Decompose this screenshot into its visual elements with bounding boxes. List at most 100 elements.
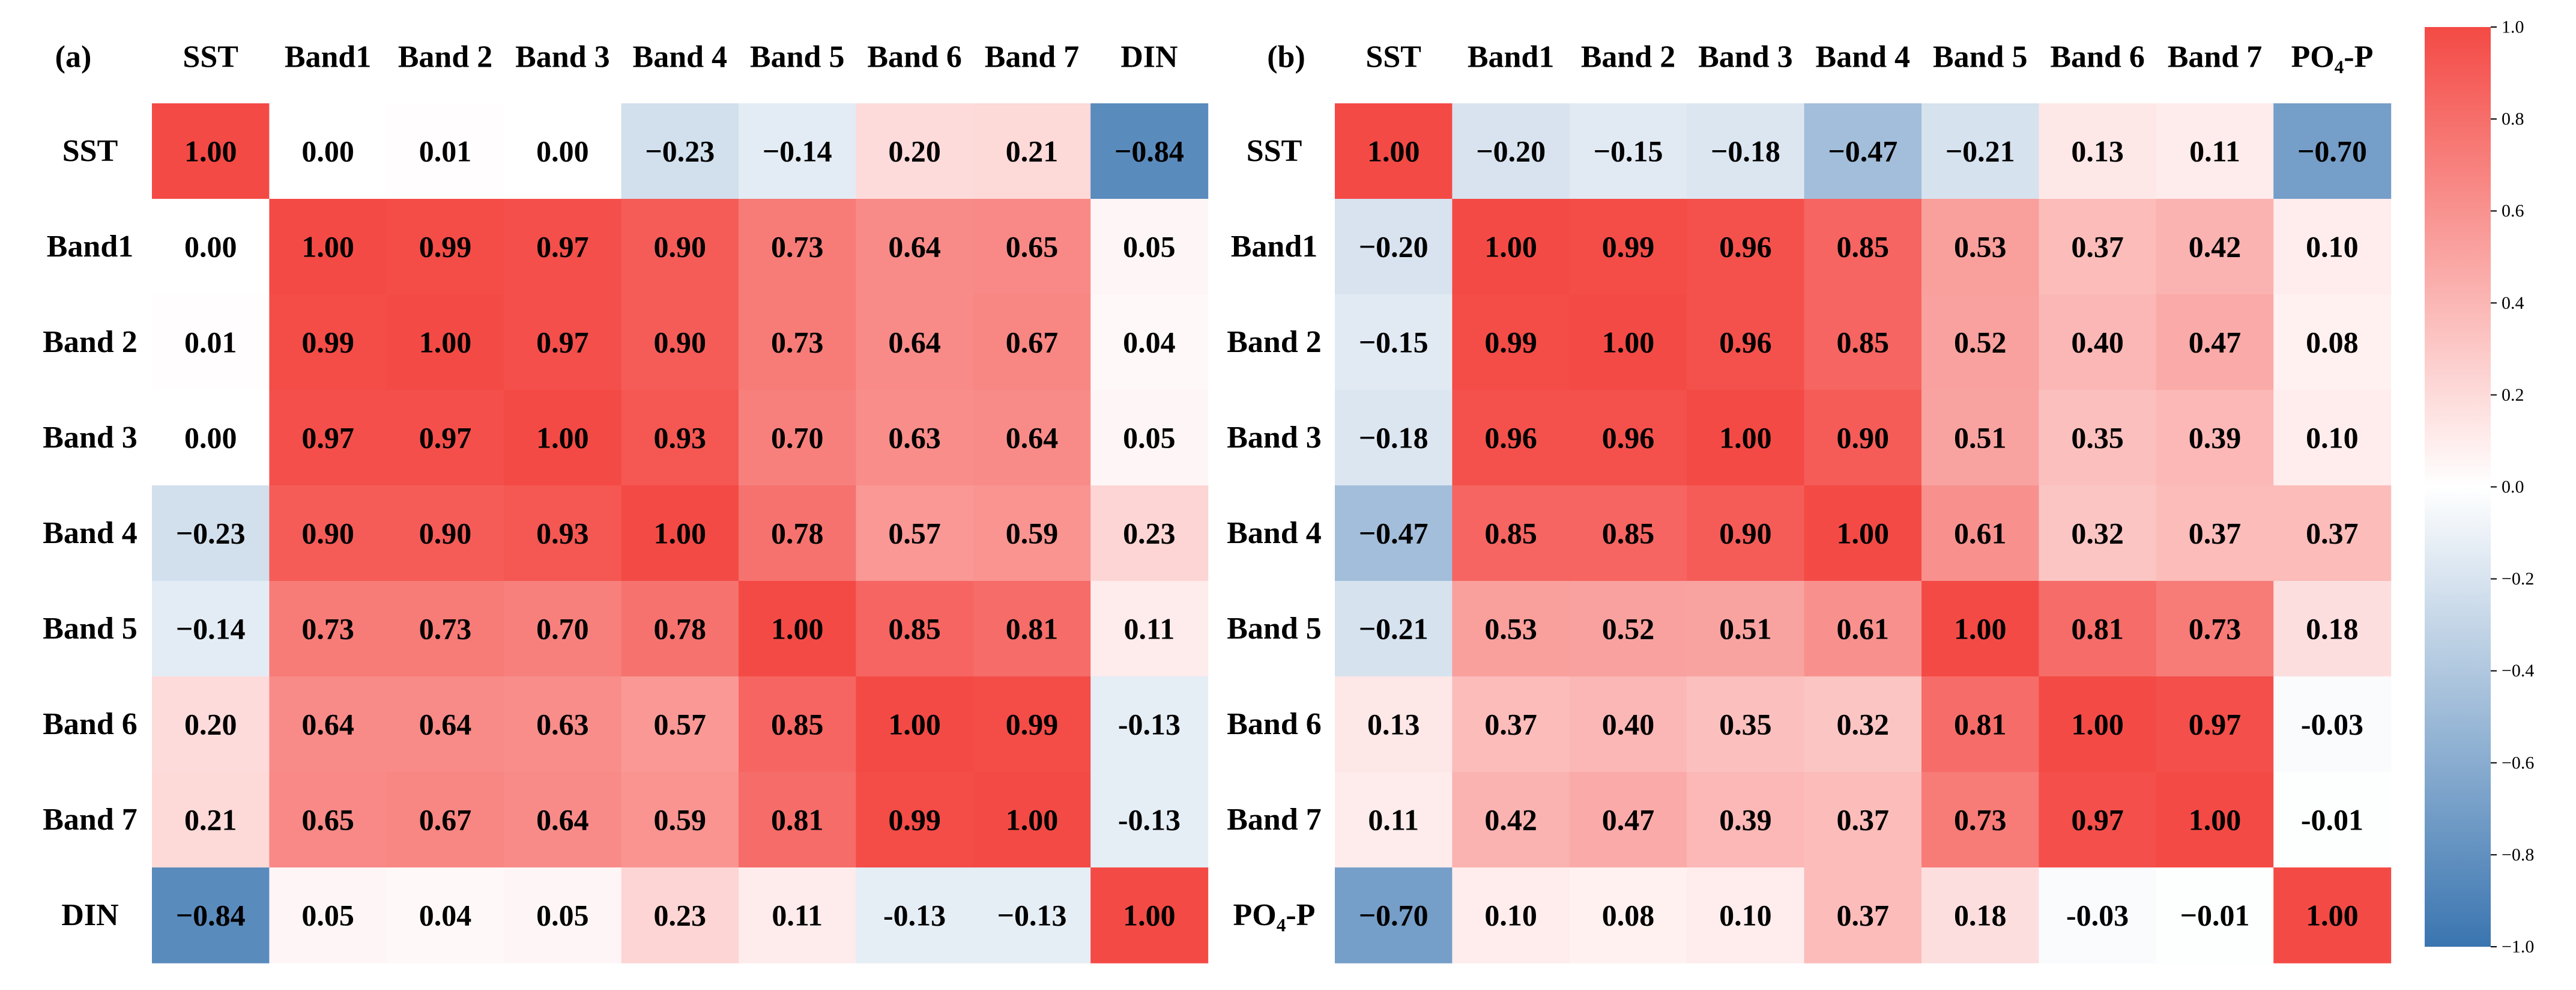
heatmap-cell [386, 485, 504, 582]
cell-value-label: 0.64 [1006, 421, 1059, 455]
heatmap-cell [152, 676, 270, 773]
colorbar-tick-label: 0.6 [2502, 201, 2524, 221]
heatmap-cell [1687, 676, 1805, 773]
cell-value-label: 0.64 [888, 230, 941, 264]
heatmap-cell [1090, 867, 1209, 964]
heatmap-cell [1090, 199, 1209, 295]
cell-value-label: 0.97 [2071, 803, 2124, 837]
cell-value-label: 0.73 [771, 326, 824, 359]
heatmap-cell [1569, 676, 1687, 773]
cell-value-label: 0.96 [1484, 421, 1537, 455]
row-label-band-2: Band 2 [1227, 325, 1322, 359]
cell-value-label: 0.81 [2071, 612, 2124, 646]
cell-value-label: 0.04 [1123, 326, 1176, 359]
heatmap-cell [1452, 103, 1570, 199]
heatmap-cell [739, 199, 856, 295]
heatmap-cell [2039, 294, 2157, 390]
cell-value-label: −0.23 [176, 517, 246, 550]
heatmap-cell [269, 294, 387, 390]
cell-value-label: 0.57 [654, 708, 707, 741]
cell-value-label: 0.96 [1719, 326, 1772, 359]
colorbar-tick-label: −0.4 [2502, 661, 2534, 681]
cell-value-label: −0.15 [1359, 326, 1429, 359]
cell-value-label: -0.13 [1118, 708, 1181, 741]
heatmap-cell [739, 772, 856, 868]
cell-value-label: 0.47 [2189, 326, 2242, 359]
cell-value-label: 0.63 [536, 708, 589, 741]
heatmap-cell [504, 103, 622, 199]
cell-value-label: 0.08 [2306, 326, 2359, 359]
column-label-band-7: Band 7 [985, 40, 1080, 74]
cell-value-label: 0.32 [2071, 517, 2124, 550]
column-label-din: DIN [1120, 40, 1178, 74]
cell-value-label: 0.37 [1484, 708, 1537, 741]
heatmap-cell [504, 581, 622, 677]
cell-value-label: 1.00 [184, 135, 237, 168]
heatmap-cell [621, 199, 739, 295]
cell-value-label: −0.13 [997, 899, 1067, 932]
heatmap-cell [739, 103, 856, 199]
heatmap-cell [2156, 103, 2274, 199]
column-label-band-4: Band 4 [1816, 40, 1911, 74]
cell-value-label: −0.84 [176, 899, 246, 932]
cell-value-label: −0.70 [1359, 899, 1429, 932]
heatmap-cell [973, 103, 1091, 199]
cell-value-label: 0.05 [1123, 230, 1176, 264]
cell-value-label: −0.18 [1711, 135, 1780, 168]
column-label-band-6: Band 6 [867, 40, 962, 74]
heatmap-cell [152, 772, 270, 868]
heatmap-cell [1804, 294, 1922, 390]
row-label-band-3: Band 3 [43, 421, 138, 455]
cell-value-label: 0.37 [2071, 230, 2124, 264]
cell-value-label: 0.53 [1954, 230, 2007, 264]
heatmap-cell [1569, 867, 1687, 964]
cell-value-label: 0.67 [419, 803, 472, 837]
column-label-band-6: Band 6 [2050, 40, 2145, 74]
heatmap-cell [739, 294, 856, 390]
cell-value-label: 1.00 [1484, 230, 1537, 264]
cell-value-label: 0.97 [536, 326, 589, 359]
heatmap-cell [973, 199, 1091, 295]
column-label-band-3: Band 3 [1698, 40, 1793, 74]
cell-value-label: 0.61 [1954, 517, 2007, 550]
cell-value-label: 0.39 [1719, 803, 1772, 837]
cell-value-label: 0.97 [419, 421, 472, 455]
cell-value-label: 1.00 [2306, 899, 2359, 932]
heatmap-cell [1335, 199, 1453, 295]
cell-value-label: 0.37 [2189, 517, 2242, 550]
heatmap-cell [1687, 103, 1805, 199]
heatmap-cell [973, 485, 1091, 582]
heatmap-cell [973, 772, 1091, 868]
column-label-band1: Band1 [1468, 40, 1555, 74]
heatmap-cell [269, 103, 387, 199]
heatmap-cell [2156, 581, 2274, 677]
cell-value-label: 0.04 [419, 899, 472, 932]
heatmap-cell [973, 390, 1091, 486]
heatmap-cell [856, 199, 974, 295]
cell-value-label: 1.00 [1006, 803, 1059, 837]
heatmap-cell [1335, 294, 1453, 390]
heatmap-cell [856, 581, 974, 677]
heatmap-cell [386, 581, 504, 677]
cell-value-label: 1.00 [301, 230, 354, 264]
heatmap-cell [1335, 676, 1453, 773]
cell-value-label: 0.11 [1124, 612, 1175, 646]
cell-value-label: 1.00 [771, 612, 824, 646]
heatmap-cell [504, 199, 622, 295]
cell-value-label: 0.59 [654, 803, 707, 837]
cell-value-label: -0.03 [2066, 899, 2129, 932]
colorbar-tick-label: 0.2 [2502, 385, 2524, 405]
cell-value-label: 0.93 [536, 517, 589, 550]
heatmap-cell [856, 485, 974, 582]
heatmap-cell [856, 103, 974, 199]
cell-value-label: 0.90 [1837, 421, 1890, 455]
heatmap-cell [856, 294, 974, 390]
heatmap-cell [2039, 199, 2157, 295]
cell-value-label: 0.73 [2189, 612, 2242, 646]
heatmap-cell [2273, 103, 2392, 199]
cell-value-label: 0.59 [1006, 517, 1059, 550]
cell-value-label: 0.64 [419, 708, 472, 741]
cell-value-label: 0.61 [1837, 612, 1890, 646]
heatmap-cell [2273, 676, 2392, 773]
row-label-band-5: Band 5 [1227, 612, 1322, 646]
